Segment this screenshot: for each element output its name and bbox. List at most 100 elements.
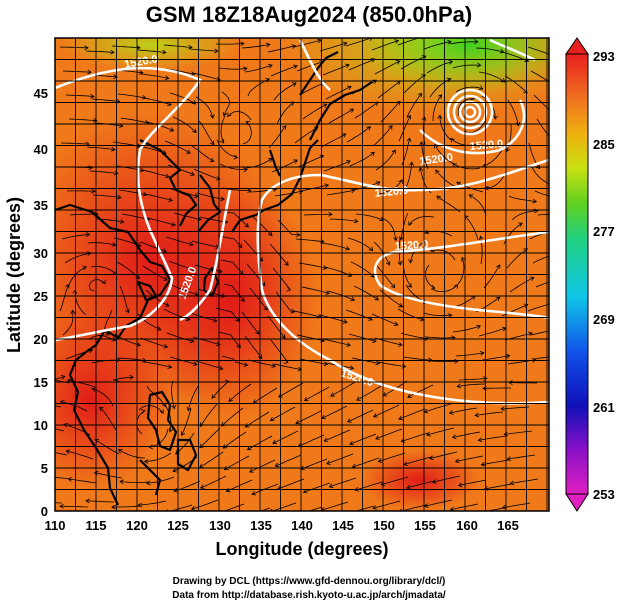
streamline-arrowhead [199,443,204,449]
streamline-arrowhead [190,71,196,76]
streamline-arrowhead [167,364,173,369]
streamline [458,479,487,486]
streamline [449,41,478,45]
x-axis-title: Longitude (degrees) [215,539,388,559]
streamline-arrowhead [193,193,199,199]
streamline-arrowhead [60,375,66,380]
streamline-arrowhead [388,124,393,130]
streamline [118,449,146,459]
streamline-arrowhead [528,331,533,337]
streamline-arrowhead [93,470,99,476]
streamline-arrowhead [448,59,454,65]
streamline-arrowhead [164,75,170,81]
streamline-arrowhead [169,127,175,132]
streamline [299,81,326,96]
streamline [449,407,478,414]
streamline-arrowhead [468,194,474,199]
credit-drawing: Drawing by DCL (https://www.gfd-dennou.o… [173,576,446,587]
colorbar-bottom-arrow [565,493,589,512]
streamline-arrowhead [269,508,273,511]
streamline-arrowhead [349,440,354,446]
streamline [303,213,332,216]
streamline-arrowhead [385,260,391,266]
streamline [354,101,379,119]
streamline-arrowhead [346,85,352,91]
streamline [116,261,140,279]
streamline [68,478,97,484]
streamline [326,189,355,196]
streamline [196,192,225,200]
streamline [400,55,427,70]
streamline-arrowhead [215,341,221,347]
streamline-arrowhead [34,400,38,404]
streamline-arrowhead [319,154,325,160]
streamline-arrowhead [156,326,162,331]
streamline-arrowhead [322,103,328,108]
warm-region-southeast [360,450,480,510]
streamline-arrowhead [451,434,457,440]
streamline [452,325,481,333]
streamline [92,388,114,407]
colorbar-tick-label: 261 [593,400,615,415]
streamline-arrowhead [478,235,484,241]
streamline-arrowhead [220,196,225,202]
streamline [301,286,330,294]
streamline-arrowhead [371,338,377,343]
streamline-arrowhead [163,276,168,281]
streamline-arrowhead [90,93,95,99]
streamline [321,501,349,511]
streamline-arrowhead [454,458,460,464]
streamline [145,289,170,307]
streamline-arrowhead [431,479,437,484]
streamline [484,483,513,490]
streamline [94,439,120,455]
streamline-arrowhead [222,444,228,449]
streamline-arrowhead [372,413,378,418]
streamline [194,264,223,273]
streamline [435,169,458,189]
streamline-arrowhead [493,115,499,120]
streamline-arrowhead [395,60,401,65]
streamline-arrowhead [140,409,146,414]
streamline [274,190,303,197]
streamline [68,118,97,122]
streamline [349,433,377,445]
streamline [140,337,168,348]
streamline [329,477,357,488]
streamline [169,92,196,105]
streamline-arrowhead [483,376,488,382]
streamline [224,455,250,470]
streamline [218,67,247,70]
streamline-arrowhead [111,242,117,247]
streamline-arrowhead [500,406,505,412]
streamline [323,160,351,172]
streamline-arrowhead [476,62,482,68]
streamline-arrowhead [417,92,423,98]
streamline-arrowhead [303,396,309,402]
streamline-arrowhead [406,484,411,490]
map-field: 1520.0 1520.0 1520.0 1520.0 1520.0 1520.… [34,38,549,511]
streamline [278,382,304,398]
chart-title: GSM 18Z18Aug2024 (850.0hPa) [146,2,472,27]
streamline-arrowhead [353,218,359,224]
streamline-arrowhead [265,42,271,48]
streamline [119,285,129,313]
streamline [198,120,215,145]
streamline-arrowhead [243,167,248,173]
y-tick-label: 5 [41,461,48,476]
streamline [144,452,172,462]
streamline [275,454,302,467]
streamline-arrowhead [532,198,538,204]
streamline-arrowhead [366,126,371,131]
streamline-arrowhead [474,39,479,45]
streamline [298,434,325,447]
streamline [302,103,327,120]
streamline [504,430,533,435]
streamline-arrowhead [407,283,412,288]
streamline [482,147,504,167]
streamline [450,503,479,511]
streamline [308,506,323,511]
streamline-arrowhead [509,480,515,486]
streamline-arrowhead [255,330,260,335]
